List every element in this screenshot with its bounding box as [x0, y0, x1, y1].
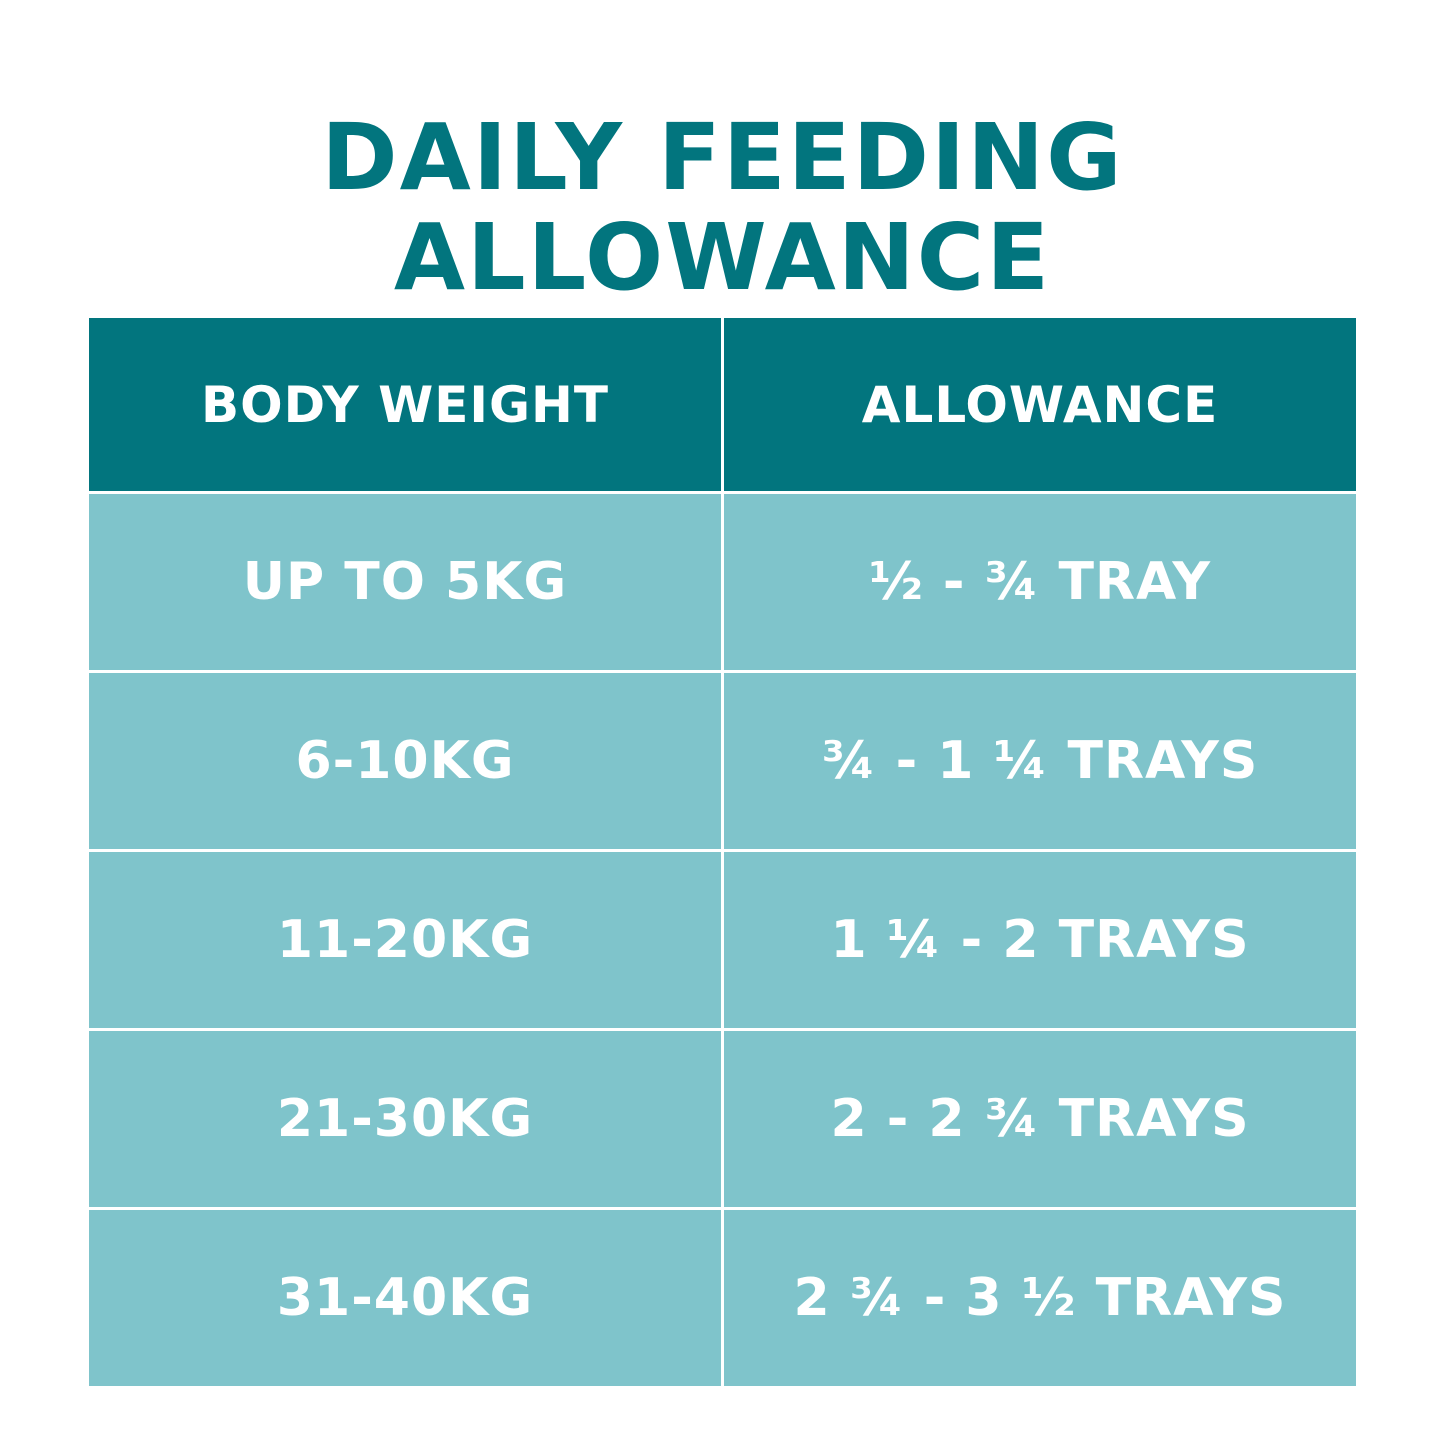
table-row: 21-30KG 2 - 2 ¾ TRAYS	[89, 1028, 1356, 1210]
header-body-weight: BODY WEIGHT	[89, 318, 724, 494]
body-weight-cell: 31-40KG	[89, 1207, 724, 1386]
table-row: 31-40KG 2 ¾ - 3 ½ TRAYS	[89, 1207, 1356, 1386]
header-allowance: ALLOWANCE	[721, 318, 1356, 494]
feeding-table: BODY WEIGHT ALLOWANCE UP TO 5KG ½ - ¾ TR…	[89, 318, 1356, 1386]
body-weight-cell: 21-30KG	[89, 1028, 724, 1210]
table-row: 11-20KG 1 ¼ - 2 TRAYS	[89, 849, 1356, 1031]
allowance-cell: 2 - 2 ¾ TRAYS	[721, 1028, 1356, 1210]
table-row: UP TO 5KG ½ - ¾ TRAY	[89, 491, 1356, 673]
allowance-cell: 1 ¼ - 2 TRAYS	[721, 849, 1356, 1031]
page-title: DAILY FEEDING ALLOWANCE	[321, 104, 1124, 311]
body-weight-cell: 6-10KG	[89, 670, 724, 852]
table-row: 6-10KG ¾ - 1 ¼ TRAYS	[89, 670, 1356, 852]
table-header-row: BODY WEIGHT ALLOWANCE	[89, 318, 1356, 494]
body-weight-cell: UP TO 5KG	[89, 491, 724, 673]
body-weight-cell: 11-20KG	[89, 849, 724, 1031]
allowance-cell: ¾ - 1 ¼ TRAYS	[721, 670, 1356, 852]
allowance-cell: 2 ¾ - 3 ½ TRAYS	[721, 1207, 1356, 1386]
allowance-cell: ½ - ¾ TRAY	[721, 491, 1356, 673]
